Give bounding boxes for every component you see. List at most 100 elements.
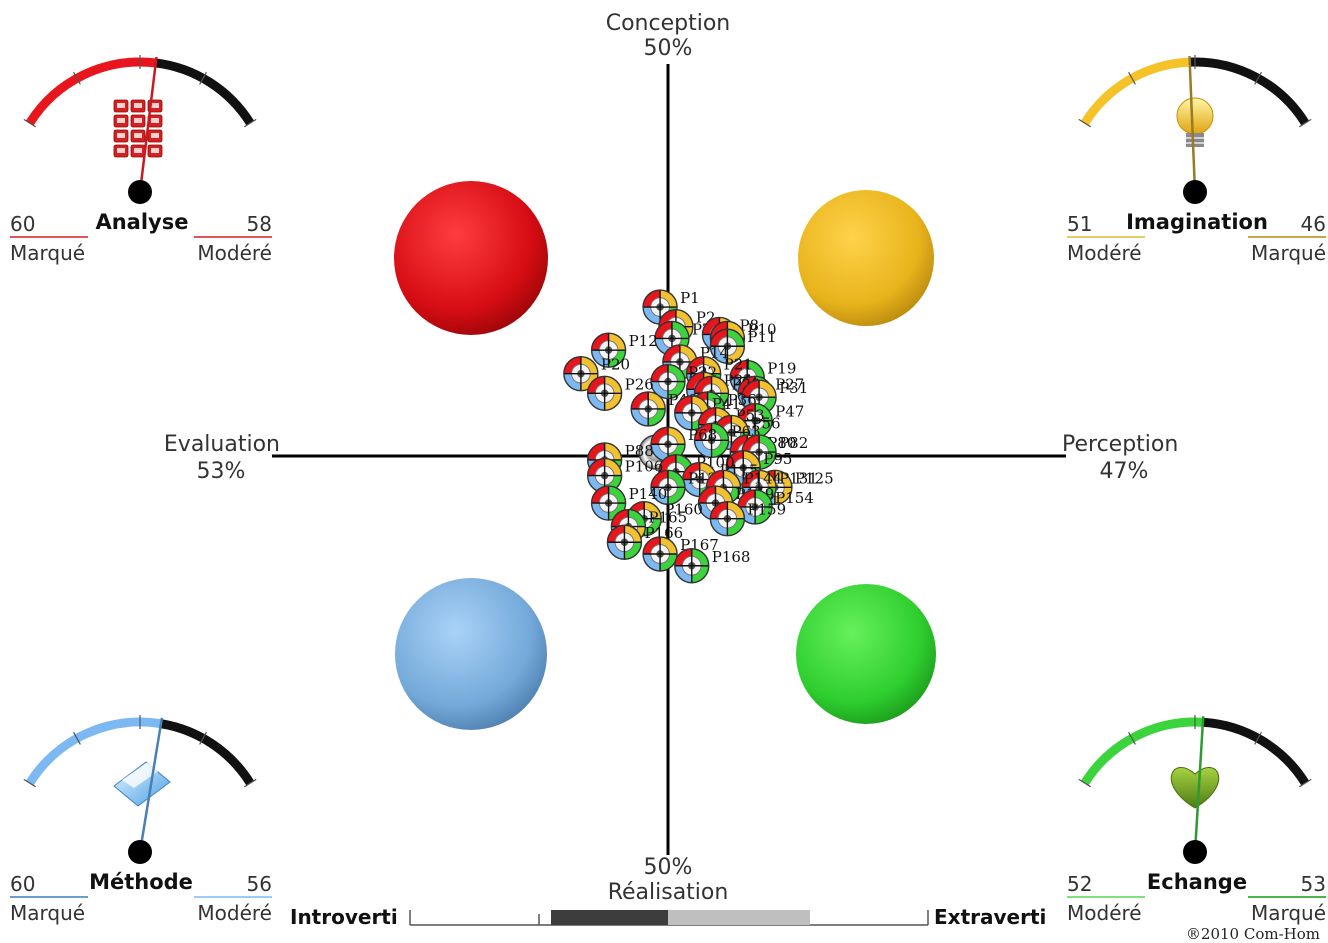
echange-right-value: 53 xyxy=(1300,872,1326,896)
methode-left-value: 60 xyxy=(10,872,36,896)
analyse-name: Analyse xyxy=(95,210,189,234)
axis-top-percent: 50% xyxy=(643,36,693,61)
echange-name: Echange xyxy=(1146,870,1248,894)
echange-left-underline xyxy=(1067,896,1145,898)
methode-gauge xyxy=(23,715,257,864)
point-label: P11 xyxy=(747,328,776,346)
point-outline xyxy=(650,363,686,400)
data-point[interactable]: P120 xyxy=(650,469,727,506)
data-point[interactable]: P159 xyxy=(709,501,786,537)
point-outline xyxy=(606,524,643,560)
analyse-gauge-arc-fill xyxy=(25,57,157,126)
echange-left-sub: Modéré xyxy=(1067,901,1142,925)
folder-icon xyxy=(113,761,171,807)
data-point[interactable]: P12 xyxy=(590,332,658,368)
point-label: P1 xyxy=(680,289,700,307)
gauge-tick xyxy=(23,118,37,128)
echange-gauge-arc-fill xyxy=(1080,717,1204,786)
point-outline xyxy=(586,375,623,411)
imagination-right-value: 46 xyxy=(1300,212,1326,236)
data-point[interactable]: P20 xyxy=(563,356,630,392)
analyse-right-sub: Modéré xyxy=(197,241,272,265)
methode-left-sub: Marqué xyxy=(10,901,86,925)
analyse-gauge-needle xyxy=(138,56,158,193)
point-outline xyxy=(709,328,746,364)
axis-left-label: Evaluation xyxy=(163,432,280,457)
data-point[interactable]: P167 xyxy=(642,536,719,572)
data-point[interactable]: P68 xyxy=(650,426,717,462)
gauge-tick xyxy=(199,71,207,85)
scale-introvert-fill xyxy=(551,910,668,925)
point-outline xyxy=(590,485,627,521)
point-outline xyxy=(693,422,730,459)
methode-name: Méthode xyxy=(89,870,193,894)
analyse-gauge xyxy=(23,55,257,204)
point-label: P131 xyxy=(779,469,818,487)
point-label: P140 xyxy=(629,485,668,503)
analyse-right-underline xyxy=(194,236,272,238)
imagination-left-sub: Modéré xyxy=(1067,241,1142,265)
methode-gauge-hub xyxy=(128,840,152,864)
echange-gauge-needle xyxy=(1193,716,1205,853)
point-label: P88 xyxy=(625,442,654,460)
data-point[interactable]: P154 xyxy=(737,489,814,525)
point-label: P106 xyxy=(625,458,664,476)
data-point[interactable]: P63 xyxy=(693,422,761,459)
point-outline xyxy=(590,332,627,368)
gauge-tick xyxy=(73,71,81,85)
echange-right-sub: Marqué xyxy=(1250,901,1326,925)
data-point[interactable]: P26 xyxy=(586,375,654,411)
analyse-left-value: 60 xyxy=(10,212,36,236)
data-point[interactable]: P11 xyxy=(709,328,777,364)
gauge-tick xyxy=(243,778,257,788)
introvert-label: Introverti xyxy=(290,905,398,929)
imagination-gauge-needle xyxy=(1188,56,1197,193)
gauge-tick xyxy=(23,778,37,788)
methode-gauge-arc-fill xyxy=(25,717,162,786)
echange-gauge-arc-rest xyxy=(1202,717,1310,786)
gauge-tick xyxy=(1298,778,1312,788)
gauge-tick xyxy=(1128,71,1136,85)
imagination-name: Imagination xyxy=(1126,210,1268,234)
imagination-left-underline xyxy=(1067,236,1145,238)
echange-quadrant-ball xyxy=(796,584,936,724)
introvert-extravert-scale xyxy=(409,910,929,926)
gauge-tick xyxy=(1128,731,1136,745)
point-outline xyxy=(650,469,686,506)
scale-extravert-fill xyxy=(668,910,810,925)
point-label: P10 xyxy=(747,320,776,338)
point-outline xyxy=(630,391,666,427)
imagination-gauge-hub xyxy=(1183,180,1207,204)
point-label: P31 xyxy=(779,379,808,397)
point-outline xyxy=(674,548,710,584)
axis-top-label: Conception xyxy=(605,11,731,36)
point-label: P154 xyxy=(775,489,814,507)
methode-right-underline xyxy=(194,896,272,898)
point-label: P19 xyxy=(767,360,796,378)
point-label: P21 xyxy=(724,356,753,374)
point-label: P160 xyxy=(664,501,703,519)
point-label: P95 xyxy=(763,450,792,468)
point-label: P68 xyxy=(688,426,717,444)
gauge-tick xyxy=(1254,731,1262,745)
data-point[interactable]: P168 xyxy=(674,548,751,584)
point-label: P165 xyxy=(648,509,687,527)
methode-gauge-needle xyxy=(138,717,164,853)
gauge-tick xyxy=(1078,118,1092,128)
analyse-left-sub: Marqué xyxy=(10,241,86,265)
data-point[interactable]: P47 xyxy=(737,403,804,439)
lightbulb-icon xyxy=(1176,97,1214,147)
point-label: P8 xyxy=(739,316,759,334)
extravert-label: Extraverti xyxy=(934,905,1047,929)
point-label: P159 xyxy=(747,501,786,519)
gauges-layer xyxy=(23,55,1312,864)
data-point[interactable]: P140 xyxy=(590,485,668,521)
data-point[interactable]: P166 xyxy=(606,524,683,560)
methode-right-sub: Modéré xyxy=(197,901,272,925)
data-point[interactable]: P106 xyxy=(586,458,664,494)
point-label: P47 xyxy=(775,403,804,421)
analyse-gauge-hub xyxy=(128,180,152,204)
data-point[interactable]: P41 xyxy=(674,395,741,431)
echange-left-value: 52 xyxy=(1067,872,1093,896)
